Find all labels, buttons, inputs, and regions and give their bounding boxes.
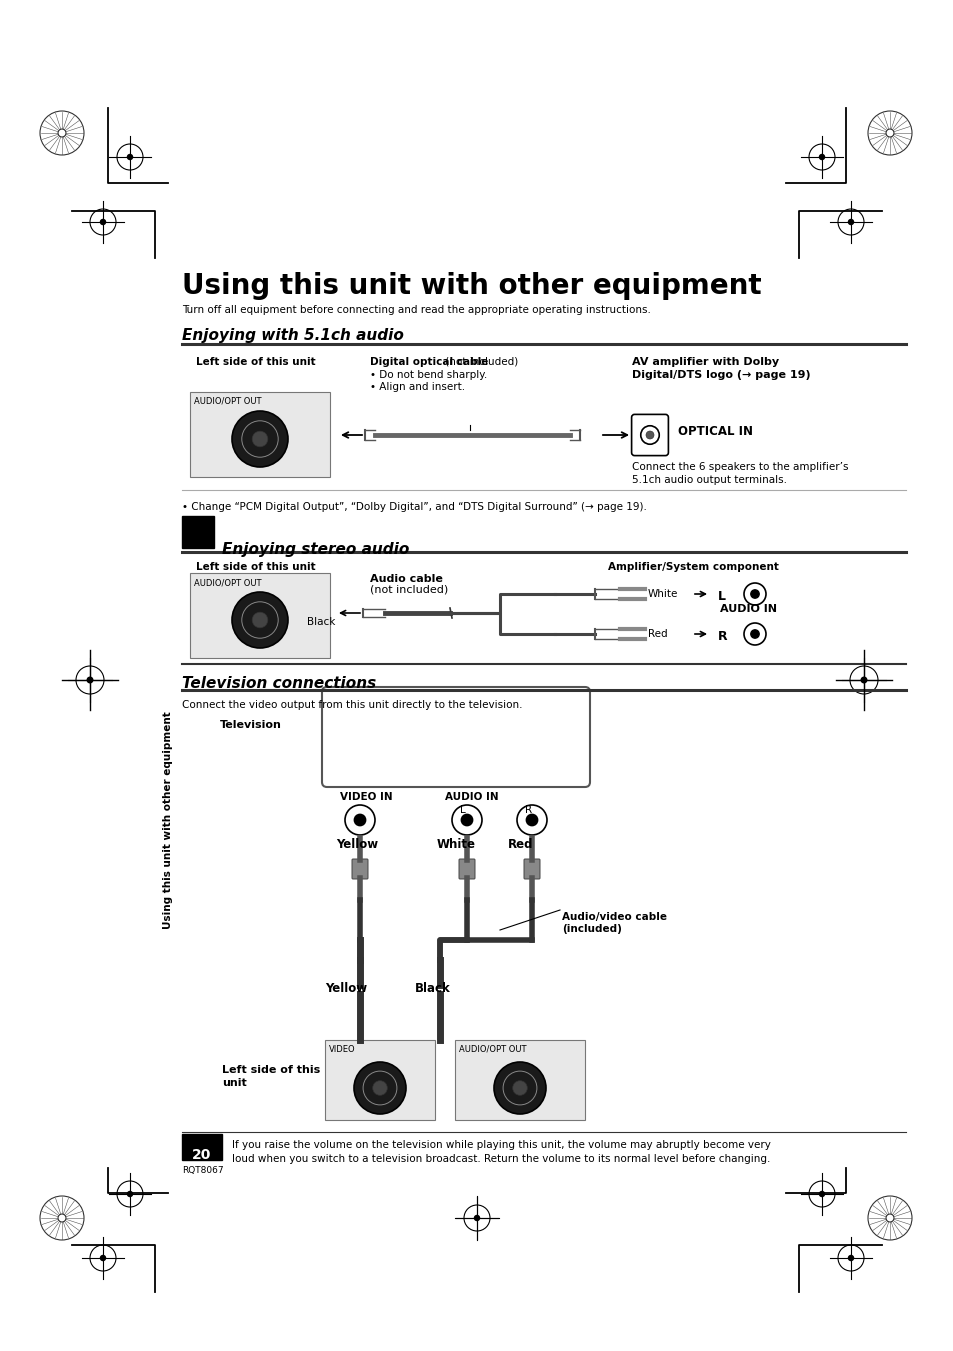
Circle shape [526,815,537,825]
Text: Amplifier/System component: Amplifier/System component [607,562,778,571]
Circle shape [818,154,824,161]
Circle shape [512,1081,527,1096]
Text: R: R [524,805,532,815]
Text: Television: Television [220,720,281,730]
Text: AUDIO/OPT OUT: AUDIO/OPT OUT [193,397,261,407]
Text: L: L [459,805,465,815]
Text: Enjoying with 5.1ch audio: Enjoying with 5.1ch audio [182,328,403,343]
Text: White: White [436,838,476,851]
Text: Red: Red [507,838,533,851]
Text: • Do not bend sharply.: • Do not bend sharply. [370,370,487,380]
Circle shape [100,219,106,226]
Bar [325,1040,435,1120]
Text: • Align and insert.: • Align and insert. [370,382,465,392]
Text: Enjoying stereo audio: Enjoying stereo audio [222,542,409,557]
FancyBboxPatch shape [458,859,475,880]
Circle shape [494,1062,545,1115]
Circle shape [860,677,866,684]
Circle shape [232,411,288,467]
Circle shape [847,1255,853,1262]
Text: Television connections: Television connections [182,676,375,690]
Circle shape [645,431,653,439]
Text: If you raise the volume on the television while playing this unit, the volume ma: If you raise the volume on the televisio… [232,1140,770,1165]
Text: Audio/video cable
(included): Audio/video cable (included) [561,912,666,934]
Circle shape [58,1215,66,1221]
FancyBboxPatch shape [352,859,368,880]
Text: VIDEO IN: VIDEO IN [339,792,393,802]
Text: AUDIO/OPT OUT: AUDIO/OPT OUT [458,1046,526,1054]
Circle shape [885,130,893,136]
Circle shape [354,815,365,825]
Text: Yellow: Yellow [335,838,377,851]
Text: Black: Black [307,617,335,627]
Bar [190,573,330,658]
Text: AUDIO IN: AUDIO IN [444,792,498,802]
Text: Connect the video output from this unit directly to the television.: Connect the video output from this unit … [182,700,522,711]
Circle shape [474,1215,479,1221]
Circle shape [847,219,853,226]
Bar [182,1133,222,1161]
Text: AV amplifier with Dolby
Digital/DTS logo (→ page 19): AV amplifier with Dolby Digital/DTS logo… [631,357,810,380]
Circle shape [252,612,268,628]
Text: Left side of this
unit: Left side of this unit [222,1065,320,1088]
Text: Using this unit with other equipment: Using this unit with other equipment [182,272,760,300]
Circle shape [373,1081,387,1096]
Circle shape [818,1190,824,1197]
Text: White: White [647,589,678,598]
FancyBboxPatch shape [523,859,539,880]
Text: Black: Black [415,982,450,994]
Text: Turn off all equipment before connecting and read the appropriate operating inst: Turn off all equipment before connecting… [182,305,650,315]
Text: Left side of this unit: Left side of this unit [195,562,315,571]
Text: AUDIO/OPT OUT: AUDIO/OPT OUT [193,578,261,586]
Text: R: R [718,630,727,643]
Bar [190,392,330,477]
Circle shape [100,1255,106,1262]
Text: Audio cable: Audio cable [370,574,442,584]
Text: Left side of this unit: Left side of this unit [195,357,315,367]
Circle shape [354,1062,406,1115]
Circle shape [750,630,759,638]
Circle shape [232,592,288,648]
Text: OPTICAL IN: OPTICAL IN [678,426,752,438]
Circle shape [127,1190,133,1197]
Text: RQT8067: RQT8067 [182,1166,223,1175]
Circle shape [127,154,133,161]
Text: Red: Red [647,630,667,639]
FancyBboxPatch shape [322,688,589,788]
Bar [455,1040,584,1120]
Bar [182,516,213,549]
Text: L: L [718,590,725,603]
Circle shape [885,1215,893,1221]
Circle shape [461,815,472,825]
Text: Digital optical cable: Digital optical cable [370,357,488,367]
Text: (not included): (not included) [441,357,517,367]
Text: 20: 20 [193,1148,212,1162]
Text: Connect the 6 speakers to the amplifier’s
5.1ch audio output terminals.: Connect the 6 speakers to the amplifier’… [631,462,847,485]
Circle shape [252,431,268,447]
Text: (not included): (not included) [370,585,448,594]
FancyBboxPatch shape [631,415,668,455]
Text: • Change “PCM Digital Output”, “Dolby Digital”, and “DTS Digital Surround” (→ pa: • Change “PCM Digital Output”, “Dolby Di… [182,503,646,512]
Text: VIDEO: VIDEO [329,1046,355,1054]
Text: Yellow: Yellow [325,982,367,994]
Text: Using this unit with other equipment: Using this unit with other equipment [163,711,172,929]
Text: AUDIO IN: AUDIO IN [720,604,776,613]
Circle shape [58,130,66,136]
Circle shape [750,590,759,598]
Circle shape [87,677,93,684]
